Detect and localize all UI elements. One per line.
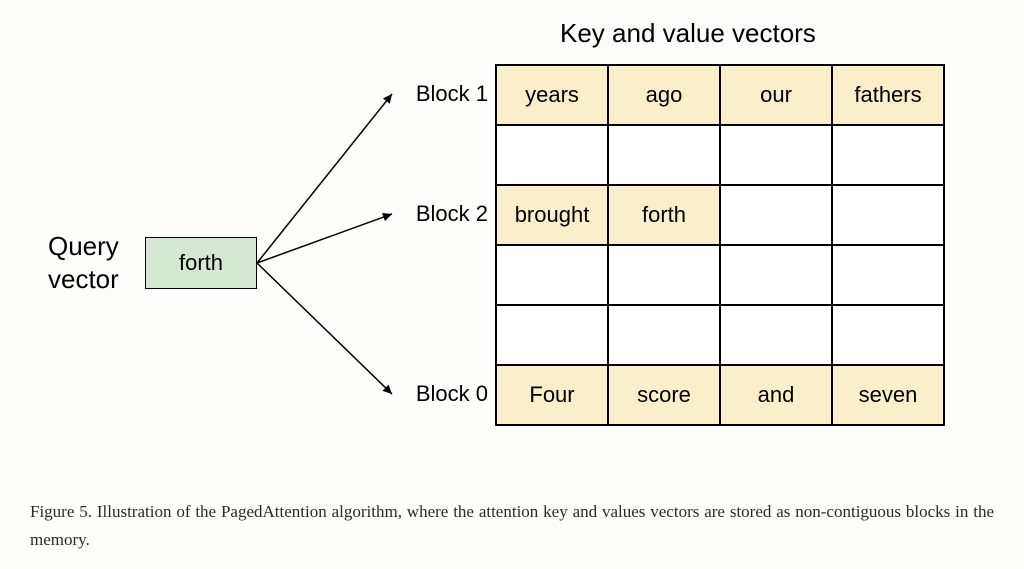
kv-cell: brought	[496, 185, 608, 245]
block-label: Block 2	[398, 201, 488, 227]
query-label-line2: vector	[48, 264, 119, 294]
kv-cell	[720, 245, 832, 305]
block-label: Block 1	[398, 81, 488, 107]
kv-cell	[720, 125, 832, 185]
kv-cell	[496, 125, 608, 185]
kv-cell: fathers	[832, 65, 944, 125]
kv-grid: yearsagoourfathers broughtforth Fourscorea…	[495, 64, 945, 426]
kv-cell	[832, 185, 944, 245]
kv-cell: years	[496, 65, 608, 125]
kv-cell: Four	[496, 365, 608, 425]
block-label: Block 0	[398, 381, 488, 407]
kv-cell: and	[720, 365, 832, 425]
kv-cell	[608, 125, 720, 185]
kv-cell: ago	[608, 65, 720, 125]
kv-cell	[832, 245, 944, 305]
kv-cell	[608, 245, 720, 305]
kv-cell: our	[720, 65, 832, 125]
kv-cell	[832, 125, 944, 185]
kv-cell: forth	[608, 185, 720, 245]
kv-cell	[496, 245, 608, 305]
kv-cell: seven	[832, 365, 944, 425]
query-value: forth	[179, 250, 223, 276]
kv-cell	[496, 305, 608, 365]
kv-cell: score	[608, 365, 720, 425]
figure-caption: Figure 5. Illustration of the PagedAtten…	[30, 498, 994, 554]
query-vector-label: Query vector	[48, 230, 119, 295]
query-box: forth	[145, 237, 257, 289]
kv-cell	[832, 305, 944, 365]
kv-cell	[608, 305, 720, 365]
query-label-line1: Query	[48, 231, 119, 261]
paged-attention-diagram: Key and value vectors Query vector forth…	[0, 0, 1024, 490]
kv-title: Key and value vectors	[560, 18, 816, 49]
kv-cell	[720, 305, 832, 365]
kv-cell	[720, 185, 832, 245]
